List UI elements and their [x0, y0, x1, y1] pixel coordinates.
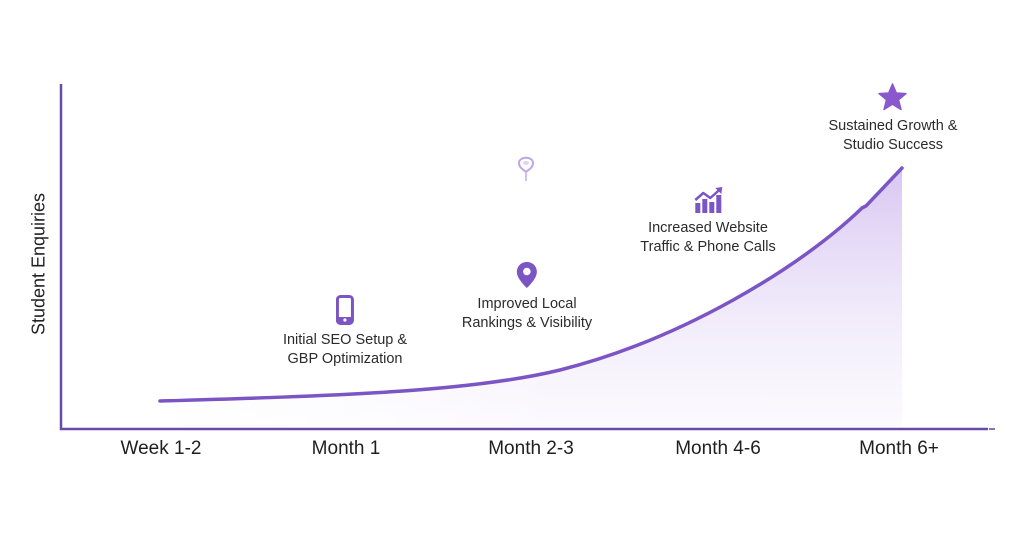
area-fade: [150, 300, 570, 428]
trending-bar-chart-icon: [694, 187, 722, 213]
area-fill: [160, 168, 902, 426]
y-axis-label: Student Enquiries: [28, 192, 49, 336]
milestone-local-rankings: Improved Local Rankings & Visibility: [462, 261, 592, 333]
milestone-sustained-growth: Sustained Growth & Studio Success: [828, 83, 958, 155]
milestone-website-traffic: Increased Website Traffic & Phone Calls: [640, 187, 776, 257]
milestone-line2: GBP Optimization: [287, 351, 403, 367]
x-tick-month-2-3: Month 2-3: [488, 438, 574, 459]
x-tick-week-1-2: Week 1-2: [120, 438, 202, 459]
milestone-line2: Rankings & Visibility: [461, 315, 593, 331]
smartphone-icon: [336, 295, 354, 325]
milestone-line2: Studio Success: [843, 137, 943, 153]
x-tick-month-4-6: Month 4-6: [675, 438, 761, 459]
milestone-seo-setup: Initial SEO Setup & GBP Optimization: [283, 295, 407, 369]
growth-curve: [158, 166, 904, 403]
star-icon: [878, 83, 908, 111]
x-tick-month-6-plus: Month 6+: [859, 438, 939, 459]
milestone-line1: Initial SEO Setup &: [282, 332, 408, 348]
milestone-line2: Traffic & Phone Calls: [640, 239, 776, 255]
milestone-line1: Improved Local: [477, 296, 577, 312]
map-pin-icon: [516, 262, 537, 288]
x-tick-month-1: Month 1: [311, 438, 381, 459]
faded-pin-icon: [517, 156, 535, 181]
milestone-line1: Increased Website: [648, 220, 768, 236]
milestone-line1: Sustained Growth &: [828, 118, 958, 134]
